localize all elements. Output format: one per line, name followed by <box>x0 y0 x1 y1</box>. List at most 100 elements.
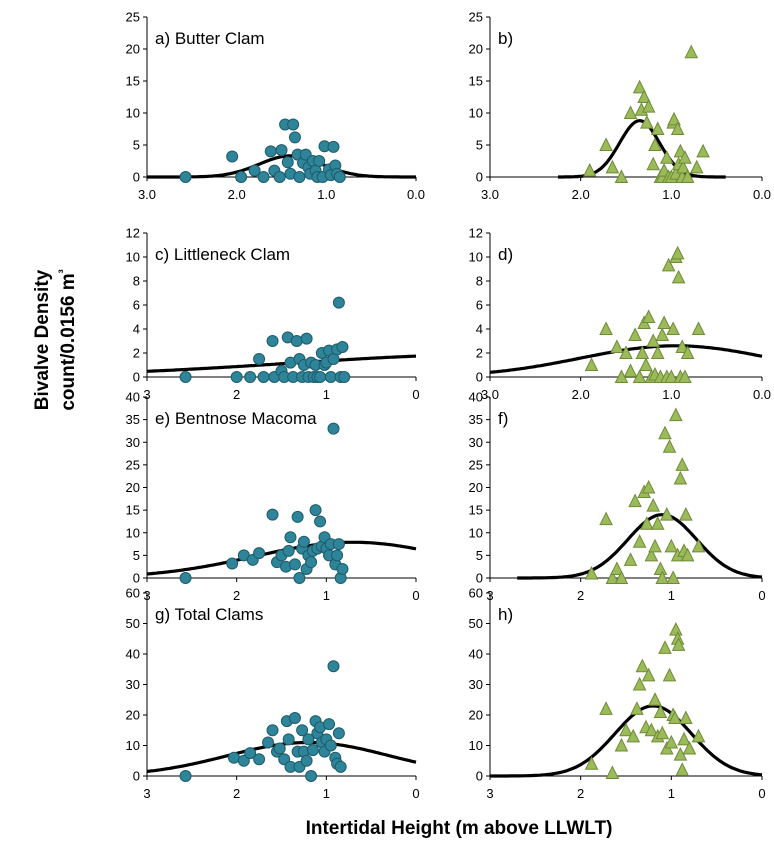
data-point <box>287 118 300 131</box>
data-point <box>336 562 349 575</box>
data-point <box>314 515 327 528</box>
data-point <box>273 171 286 183</box>
data-point <box>614 570 629 584</box>
data-point <box>668 710 682 725</box>
data-point <box>227 751 240 764</box>
data-point <box>278 753 291 766</box>
panel-f: 05101520253035403210f) <box>469 390 766 604</box>
data-point <box>336 341 349 353</box>
x-tick-label: 3 <box>143 786 150 801</box>
y-tick-label: 15 <box>126 503 140 518</box>
y-tick-label: 10 <box>126 738 140 753</box>
data-point <box>266 335 279 347</box>
panel-label: h) <box>498 605 513 624</box>
data-point <box>684 44 699 59</box>
data-point <box>257 171 270 183</box>
data-point <box>696 143 710 158</box>
data-point <box>623 363 638 377</box>
data-point <box>655 570 670 584</box>
x-tick-label: 2.0 <box>228 187 246 202</box>
data-point <box>248 164 261 177</box>
data-point <box>691 728 706 743</box>
data-point <box>670 245 685 260</box>
data-point <box>669 407 683 422</box>
data-point <box>650 345 665 359</box>
data-point <box>306 744 319 757</box>
data-point <box>605 765 620 779</box>
data-point <box>664 734 679 749</box>
y-tick-label: 4 <box>476 322 483 337</box>
x-tick-label: 1.0 <box>662 387 680 402</box>
data-point <box>641 309 656 323</box>
y-tick-label: 4 <box>133 322 140 337</box>
data-point <box>648 538 662 553</box>
data-point <box>669 621 683 636</box>
data-point <box>655 327 670 341</box>
data-point <box>281 156 294 169</box>
y-axis-label-line2: count/0.0156 m³ <box>56 269 79 410</box>
y-tick-label: 0 <box>476 170 483 185</box>
x-tick-label: 2 <box>577 786 584 801</box>
data-point <box>230 371 243 383</box>
data-point <box>226 150 239 163</box>
data-point <box>324 371 337 383</box>
y-tick-label: 40 <box>126 647 140 662</box>
x-tick-label: 2.0 <box>572 387 590 402</box>
data-point <box>641 479 656 494</box>
y-tick-label: 2 <box>476 346 483 361</box>
data-point <box>309 504 322 517</box>
y-tick-label: 12 <box>469 226 483 241</box>
y-tick-label: 15 <box>126 74 140 89</box>
data-point <box>632 79 647 94</box>
y-tick-label: 0 <box>476 571 483 586</box>
data-point <box>641 98 656 113</box>
data-point <box>653 704 668 718</box>
x-tick-label: 0 <box>412 588 419 603</box>
x-tick-label: 2 <box>233 786 240 801</box>
data-point <box>610 561 624 575</box>
data-point <box>296 724 309 737</box>
data-point <box>679 507 693 521</box>
data-point <box>662 439 677 453</box>
data-point <box>691 538 706 553</box>
y-tick-label: 5 <box>133 548 140 563</box>
data-point <box>599 321 613 335</box>
y-tick-label: 40 <box>469 647 483 662</box>
data-point <box>244 747 257 760</box>
x-tick-label: 0.0 <box>753 187 771 202</box>
panel-label: b) <box>498 29 513 48</box>
x-tick-label: 3.0 <box>138 187 156 202</box>
data-point <box>327 660 340 673</box>
y-tick-label: 5 <box>476 138 483 153</box>
x-tick-label: 0 <box>758 786 765 801</box>
x-tick-label: 0 <box>412 786 419 801</box>
panel-label: e) Bentnose Macoma <box>155 409 317 428</box>
data-point <box>632 534 647 548</box>
x-tick-label: 1 <box>323 786 330 801</box>
data-point <box>273 742 286 755</box>
data-point <box>619 345 633 359</box>
data-point <box>632 369 647 383</box>
data-point <box>179 770 192 782</box>
panel-label: g) Total Clams <box>155 605 263 624</box>
y-tick-label: 25 <box>469 457 483 472</box>
data-point <box>676 159 690 174</box>
data-point <box>293 572 306 584</box>
y-tick-label: 0 <box>476 769 483 784</box>
x-tick-label: 2 <box>233 387 240 402</box>
panel-e: 05101520253035403210e) Bentnose Macoma <box>126 390 420 604</box>
y-tick-label: 0 <box>133 571 140 586</box>
panel-d: 0 2 4 6 8 10 12 3.0 2.0 1.0 0.0 d) <box>469 226 772 403</box>
data-point <box>584 756 599 770</box>
data-point <box>680 547 695 562</box>
x-tick-label: 0.0 <box>407 187 425 202</box>
y-tick-label: 12 <box>126 226 140 241</box>
y-tick-label: 30 <box>469 435 483 450</box>
x-tick-label: 3.0 <box>481 387 499 402</box>
data-point <box>671 637 686 651</box>
y-tick-label: 10 <box>126 106 140 121</box>
data-point <box>666 321 680 335</box>
data-point <box>640 114 654 129</box>
